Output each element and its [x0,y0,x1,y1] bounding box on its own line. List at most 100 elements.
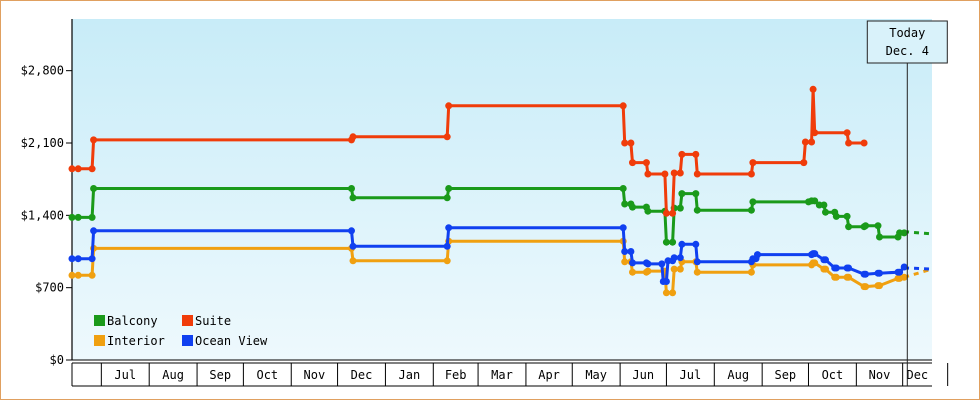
month-label: Aug [727,368,749,382]
series-balcony [68,185,933,246]
data-point [808,138,816,146]
data-point [629,203,636,211]
data-point [669,289,677,297]
data-point [678,190,686,198]
data-point [88,213,96,221]
data-point [644,260,652,268]
data-point [88,165,96,173]
legend-swatch [182,335,193,346]
series-ocean-view [68,224,933,285]
month-label: Nov [869,368,891,382]
month-label: Oct [822,368,844,382]
data-point [349,133,357,141]
data-point [832,264,840,272]
month-label: Jul [680,368,702,382]
legend-label: Balcony [107,314,158,328]
data-point [809,85,817,93]
data-point [843,129,851,137]
month-label: Jun [632,368,654,382]
month-label: Oct [256,368,278,382]
data-point [629,268,636,276]
data-point [88,271,96,279]
month-label: Feb [445,368,467,382]
data-point [68,255,76,263]
series-suite [68,85,868,217]
data-point [90,136,98,144]
legend-swatch [94,335,105,346]
data-point [811,259,819,267]
data-point [693,170,701,178]
data-point [68,213,76,221]
data-point [662,278,670,285]
data-point [749,159,757,167]
legend-swatch [182,315,193,326]
data-point [749,198,757,206]
month-label: Sep [774,368,796,382]
data-point [862,283,870,291]
data-point [443,133,451,141]
data-point [619,185,627,192]
data-point [874,222,882,230]
data-point [629,159,636,167]
data-point [845,264,853,272]
data-point [843,212,851,220]
data-point [349,242,357,250]
data-point [74,271,82,279]
month-label: Aug [162,368,184,382]
data-point [621,200,629,208]
data-point [627,248,635,255]
series-group [68,85,933,297]
today-box [866,20,948,64]
data-point [678,240,686,248]
data-point [348,185,355,192]
data-point [669,209,677,217]
data-point [862,270,870,278]
data-point [658,260,666,268]
data-point [693,206,701,214]
month-label: Dec [906,368,928,382]
today-date: Dec. 4 [886,44,929,58]
data-point [619,102,627,110]
y-tick-label: $2,800 [21,64,64,78]
data-point [862,222,870,230]
data-point [445,224,453,232]
data-point [692,190,700,198]
data-point [443,194,451,202]
data-point [670,265,678,273]
data-point [662,289,670,297]
data-point [68,271,76,279]
month-label: May [585,368,607,382]
data-point [678,150,686,158]
month-label: Jul [114,368,136,382]
data-point [662,209,670,217]
data-point [692,150,700,158]
month-label: Nov [304,368,326,382]
data-point [676,254,684,262]
data-point [90,185,98,192]
month-label: Dec [351,368,373,382]
data-point [670,169,678,177]
data-point [68,165,76,173]
data-point [811,197,819,205]
data-point [445,102,453,110]
data-point [74,255,82,263]
data-point [619,224,627,232]
data-point [860,139,868,147]
data-point [822,256,829,264]
data-point [445,185,453,192]
data-point [801,138,809,146]
data-point [845,139,853,147]
data-point [669,238,677,246]
data-point [676,204,684,212]
data-point [349,194,357,202]
month-label: Jan [399,368,421,382]
data-point [876,282,883,290]
data-point [676,169,684,177]
data-point [822,208,829,216]
legend-label: Ocean View [195,334,268,348]
data-point [747,268,755,276]
axes: $0 $700 $1,400 $2,100 $2,800 Jul Aug Sep Oct Nov D… [21,19,949,387]
data-point [896,268,904,276]
y-tick-label: $1,400 [21,208,64,222]
